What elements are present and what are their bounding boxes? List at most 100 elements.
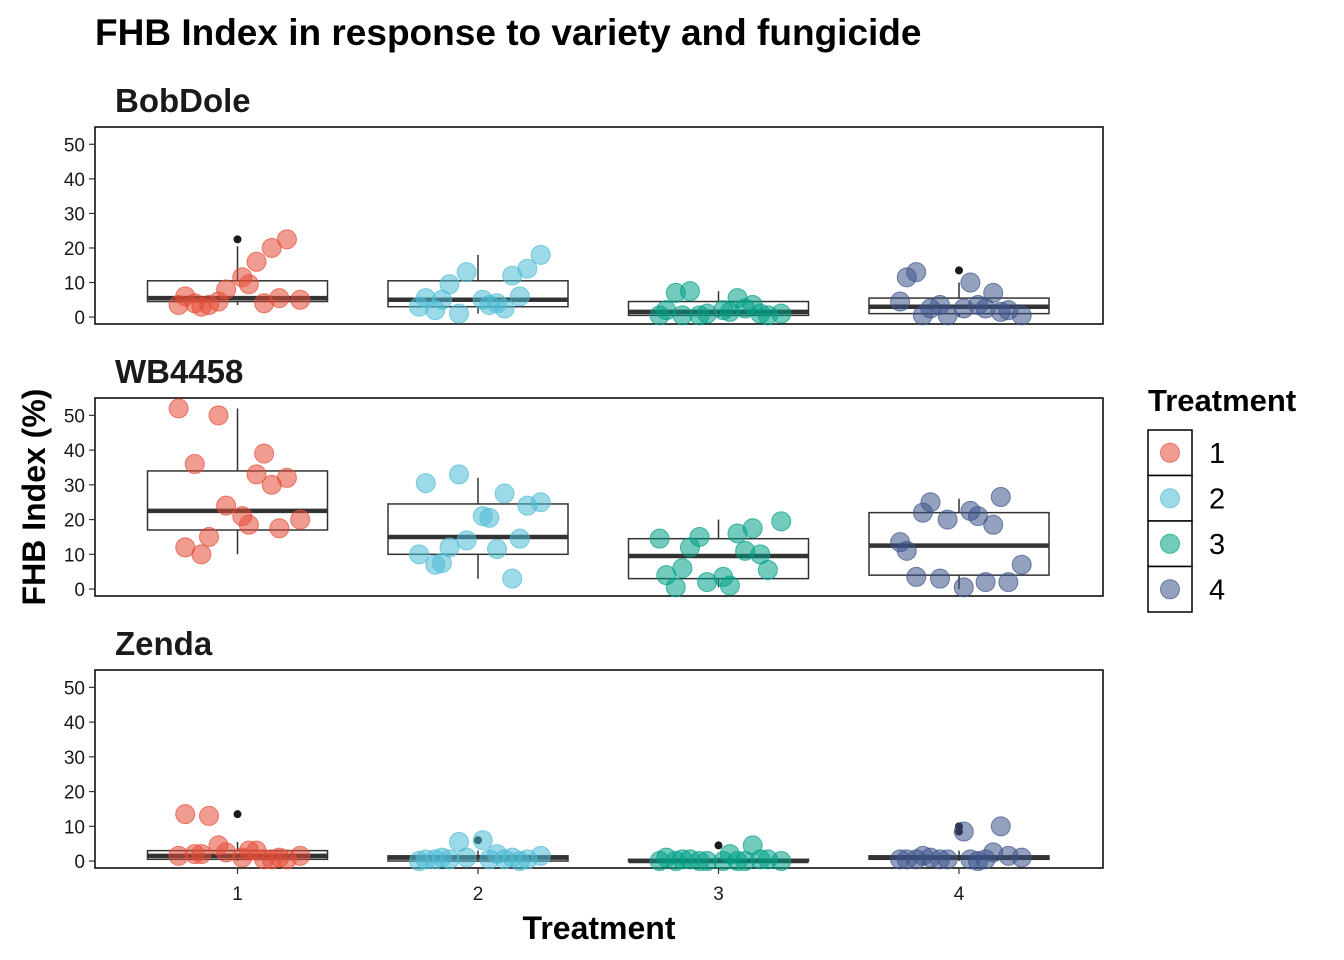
legend-item-1: 1 xyxy=(1147,429,1225,477)
data-point xyxy=(191,296,212,317)
y-tick-label: 50 xyxy=(64,406,85,427)
data-point xyxy=(509,286,530,307)
legend-item-4: 4 xyxy=(1147,565,1225,613)
y-tick-label: 10 xyxy=(64,274,85,295)
outlier-point xyxy=(714,841,723,850)
data-point xyxy=(672,305,693,326)
facet-label: BobDole xyxy=(115,82,251,119)
facet-zenda: Zenda 0 10 20 30 40 50 1 2 3 4 xyxy=(64,625,1104,905)
data-point xyxy=(208,405,229,426)
data-point xyxy=(254,443,275,464)
data-point xyxy=(431,289,452,310)
y-tick-label: 30 xyxy=(64,204,85,225)
data-point xyxy=(479,507,500,528)
data-point xyxy=(649,528,670,549)
points-treatment-4 xyxy=(890,487,1032,598)
data-point xyxy=(276,229,297,250)
data-point xyxy=(517,258,538,279)
data-point xyxy=(672,558,693,579)
data-point xyxy=(983,514,1004,535)
x-tick-label: 1 xyxy=(232,884,243,905)
data-point xyxy=(276,467,297,488)
data-point xyxy=(896,540,917,561)
data-point xyxy=(175,286,196,307)
data-point xyxy=(494,849,515,870)
data-point xyxy=(254,293,275,314)
y-tick-label: 20 xyxy=(64,239,85,260)
data-point xyxy=(191,544,212,565)
y-tick-label: 30 xyxy=(64,748,85,769)
data-point xyxy=(930,568,950,589)
legend-label: 3 xyxy=(1209,529,1225,561)
box-treatment-1 xyxy=(146,408,329,555)
data-point xyxy=(912,305,933,326)
data-point xyxy=(530,845,551,866)
y-tick-label: 0 xyxy=(74,852,85,873)
chart-title: FHB Index in response to variety and fun… xyxy=(95,12,921,53)
legend-swatch xyxy=(1160,579,1180,600)
data-point xyxy=(175,804,196,825)
outlier-point xyxy=(233,235,242,244)
data-point xyxy=(530,244,551,265)
x-tick-label: 3 xyxy=(713,884,724,905)
points-treatment-1 xyxy=(168,398,311,565)
data-point xyxy=(208,835,229,856)
data-point xyxy=(771,851,792,872)
data-point xyxy=(998,572,1019,593)
data-point xyxy=(719,575,740,596)
data-point xyxy=(409,544,430,565)
data-point xyxy=(735,298,756,319)
x-axis-title: Treatment xyxy=(523,910,676,946)
points-treatment-1 xyxy=(168,804,311,870)
data-point xyxy=(680,281,700,302)
data-point xyxy=(449,464,469,485)
data-point xyxy=(456,262,477,283)
facet-wb4458: WB4458 0 10 20 30 40 50 xyxy=(64,353,1104,601)
data-point xyxy=(937,509,958,530)
legend-item-3: 3 xyxy=(1147,520,1225,568)
data-point xyxy=(238,514,259,535)
data-point xyxy=(238,274,259,295)
data-point xyxy=(689,851,710,872)
legend-swatch xyxy=(1160,533,1180,554)
points-treatment-4 xyxy=(890,816,1032,872)
data-point xyxy=(494,483,515,504)
y-tick-label: 30 xyxy=(64,476,85,497)
facet-label: WB4458 xyxy=(115,353,243,390)
data-point xyxy=(975,572,996,593)
data-point xyxy=(953,821,974,842)
data-point xyxy=(771,511,792,532)
data-point xyxy=(906,566,927,587)
legend-label: 1 xyxy=(1209,438,1225,470)
points-treatment-1 xyxy=(168,229,311,317)
data-point xyxy=(472,830,493,851)
data-point xyxy=(960,500,981,521)
data-point xyxy=(689,305,710,326)
y-tick-label: 20 xyxy=(64,511,85,532)
legend-swatch xyxy=(1160,442,1180,463)
data-point xyxy=(1011,305,1032,326)
panel-border xyxy=(94,397,1104,597)
box-iqr xyxy=(387,503,569,556)
data-point xyxy=(290,289,311,310)
data-point xyxy=(990,816,1011,837)
data-point xyxy=(502,568,523,589)
data-point xyxy=(771,303,792,324)
x-tick-label: 4 xyxy=(954,884,965,905)
points-treatment-3 xyxy=(649,281,792,326)
data-point xyxy=(184,454,205,474)
data-point xyxy=(530,492,551,513)
data-point xyxy=(246,464,267,485)
y-tick-label: 40 xyxy=(64,713,85,734)
y-tick-label: 0 xyxy=(74,580,85,601)
legend-label: 2 xyxy=(1209,483,1225,515)
data-point xyxy=(912,845,933,866)
legend-item-2: 2 xyxy=(1147,474,1225,522)
data-point xyxy=(208,291,229,312)
data-point xyxy=(261,237,282,258)
outlier-point xyxy=(955,266,963,275)
data-point xyxy=(930,294,950,315)
data-point xyxy=(290,509,311,530)
data-point xyxy=(990,487,1011,507)
